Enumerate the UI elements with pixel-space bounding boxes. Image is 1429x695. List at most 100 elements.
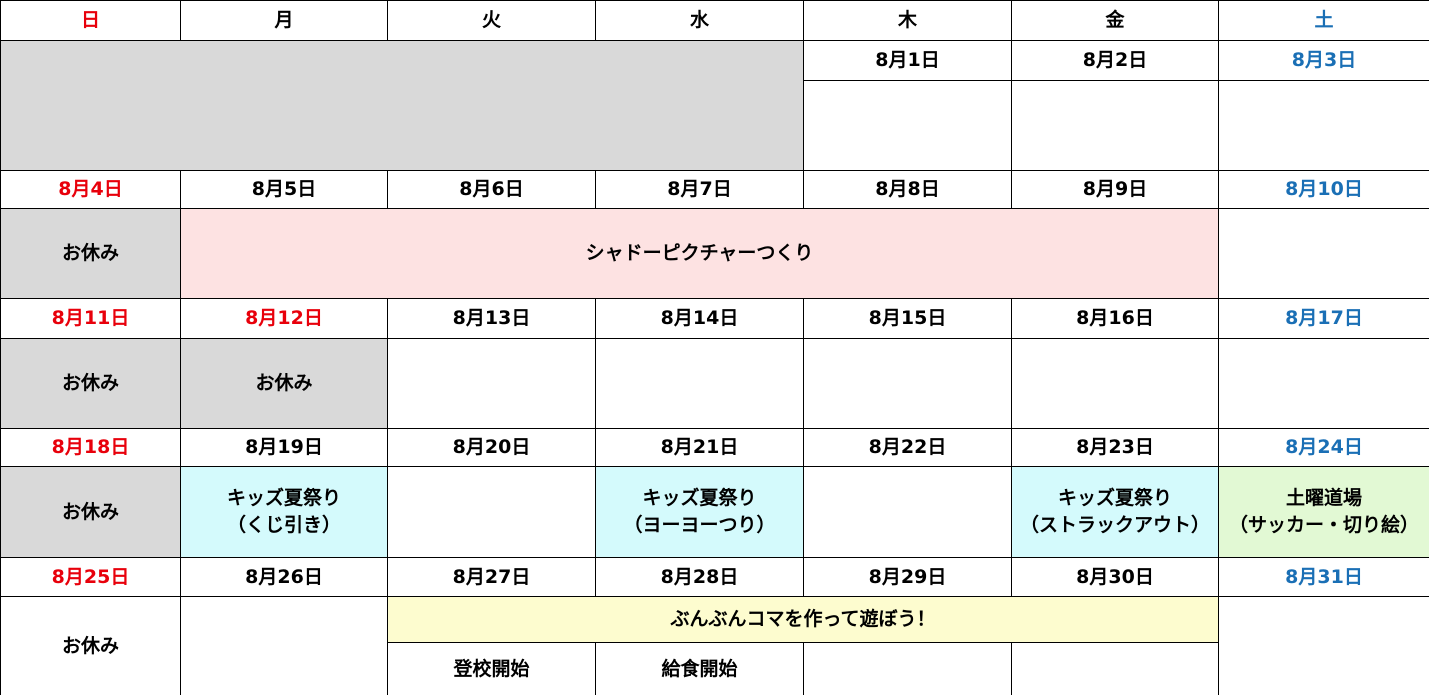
cell [1011,642,1219,695]
cell [803,642,1012,695]
cell-text: 8月16日 [1076,307,1154,330]
cell-text: 8月10日 [1285,178,1363,201]
date: 8月16日 [1011,298,1219,339]
cell-text: 土 [1314,9,1334,32]
cell-text: 金 [1105,9,1125,32]
cell-text: （ヨーヨーつり） [623,514,776,536]
date: 8月26日 [180,557,388,597]
cell-text: お休み [61,500,119,523]
cell-text: 8月20日 [452,436,531,459]
date: 8月11日 [0,298,181,339]
cell-text: 8月1日 [875,49,940,72]
date: 8月5日 [180,170,388,209]
date: 8月25日 [0,557,181,597]
cell-text: 8月11日 [51,307,130,330]
date: 8月15日 [803,298,1012,339]
cell-text: （くじ引き） [226,514,341,536]
date: 8月30日 [1011,557,1219,597]
closed: お休み [0,466,181,558]
cell [1218,80,1429,171]
event: ぶんぶんコマを作って遊ぼう！ [387,596,1219,643]
cell-text: 8月6日 [459,178,524,201]
date: 8月19日 [180,428,388,467]
cell-text: お休み [255,372,313,395]
cell-text: 8月12日 [245,307,323,330]
date: 8月10日 [1218,170,1429,209]
cell-text: キッズ夏祭り [642,487,757,510]
cell-text: 8月21日 [660,436,739,459]
cell-text: 木 [897,9,917,32]
date: 8月18日 [0,428,181,467]
weekday-header: 火 [387,0,596,41]
date: 8月2日 [1011,40,1219,81]
cell-text: 8月15日 [868,307,947,330]
cell-text: お休み [61,634,119,657]
cell-text: シャドーピクチャーつくり [585,242,814,265]
date: 8月14日 [595,298,804,339]
cell-text: 8月14日 [660,307,739,330]
cell [387,466,596,558]
cell [1011,80,1219,171]
date: 8月13日 [387,298,596,339]
cell-text: 日 [80,9,100,32]
cell-text: 給食開始 [661,657,738,680]
cell-text: 水 [689,9,709,32]
cell [803,80,1012,171]
event: 土曜道場 （サッカー・切り絵） [1218,466,1429,558]
cell-text: 登校開始 [453,657,530,680]
cell-text: 8月7日 [667,178,732,201]
closed: お休み [180,338,388,429]
cell-text: 8月30日 [1076,565,1154,588]
blank-area [0,40,804,171]
cell-text: 8月22日 [868,436,947,459]
weekday-header: 月 [180,0,388,41]
date: 8月9日 [1011,170,1219,209]
cell-text: お休み [61,372,119,395]
cell-text: 8月26日 [245,565,323,588]
cell [1218,208,1429,299]
cell-text: （サッカー・切り絵） [1228,514,1419,536]
cell [387,338,596,429]
cell-text: 月 [274,9,294,32]
date: 8月12日 [180,298,388,339]
cell-text: 8月28日 [660,565,739,588]
cell-text: 8月3日 [1291,49,1357,72]
date: 8月21日 [595,428,804,467]
closed: お休み [0,208,181,299]
weekday-header: 土 [1218,0,1429,41]
cell-text: 8月23日 [1076,436,1154,459]
cell-text: 土曜道場 [1285,487,1362,510]
event: シャドーピクチャーつくり [180,208,1219,299]
weekday-header: 水 [595,0,804,41]
date: 8月24日 [1218,428,1429,467]
date: 8月29日 [803,557,1012,597]
cell-text: キッズ夏祭り [226,487,341,510]
closed: お休み [0,596,181,695]
weekday-header: 日 [0,0,181,41]
cell-text: 8月9日 [1082,178,1148,201]
cell-text: キッズ夏祭り [1057,487,1172,510]
weekday-header: 金 [1011,0,1219,41]
cell-text: （ストラックアウト） [1019,514,1210,536]
cell-text: 8月24日 [1285,436,1363,459]
note: 給食開始 [595,642,804,695]
event: キッズ夏祭り （くじ引き） [180,466,388,558]
cell-text: 8月31日 [1285,565,1363,588]
date: 8月17日 [1218,298,1429,339]
date: 8月1日 [803,40,1012,81]
date: 8月31日 [1218,557,1429,597]
cell-text: 8月17日 [1285,307,1363,330]
event: キッズ夏祭り （ヨーヨーつり） [595,466,804,558]
cell-text: 8月27日 [452,565,531,588]
cell [595,338,804,429]
date: 8月28日 [595,557,804,597]
cell-text: 8月2日 [1082,49,1148,72]
cell-text: 8月8日 [875,178,940,201]
note: 登校開始 [387,642,596,695]
cell [1218,338,1429,429]
cell [803,466,1012,558]
cell-text: お休み [61,242,119,265]
date: 8月22日 [803,428,1012,467]
cell [180,596,388,695]
